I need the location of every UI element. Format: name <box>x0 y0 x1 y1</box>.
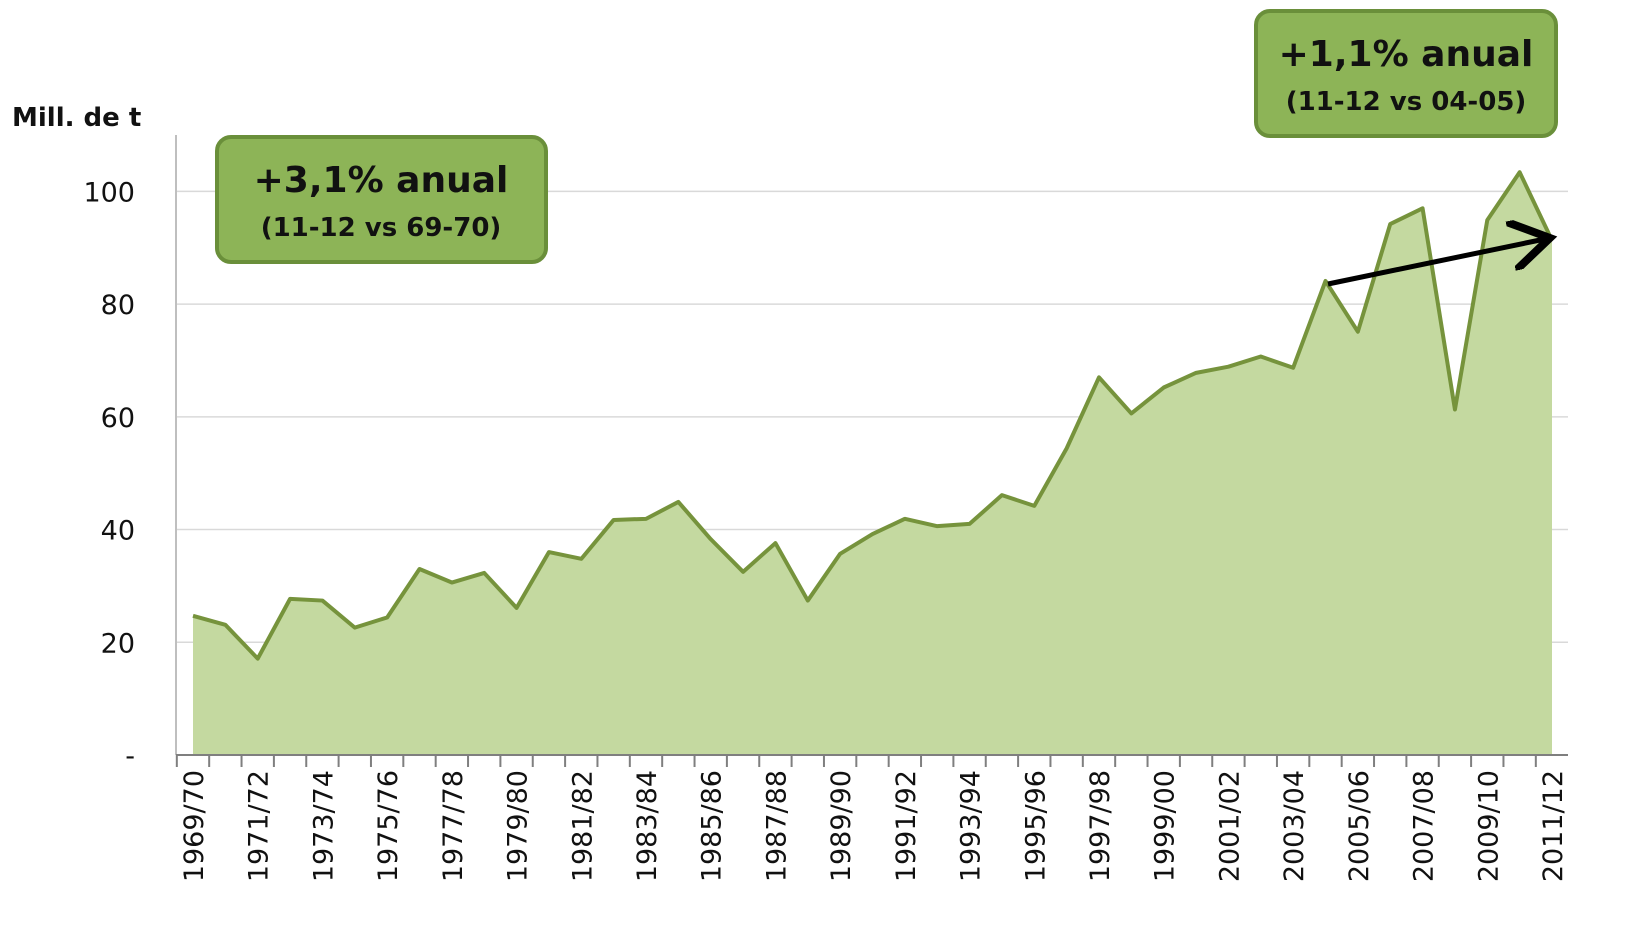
x-tick-label: 2005/06 <box>1344 770 1375 882</box>
y-tick-label: 80 <box>101 290 135 321</box>
x-tick-label: 1995/96 <box>1020 770 1051 882</box>
x-tick-label: 1993/94 <box>956 770 987 882</box>
annotation-box <box>1254 9 1558 138</box>
y-tick-label: 40 <box>101 516 135 547</box>
x-tick-label: 1981/82 <box>567 770 598 882</box>
annotation-text: +1,1% anual <box>1279 34 1534 75</box>
y-tick-label: 20 <box>101 628 135 659</box>
y-tick-label: - <box>125 741 135 772</box>
x-tick-label: 1999/00 <box>1150 770 1181 882</box>
x-tick-label: 2001/02 <box>1214 770 1245 882</box>
x-tick-label: 1979/80 <box>503 770 534 882</box>
x-tick-label: 1989/90 <box>826 770 857 882</box>
annotation-box <box>215 135 548 264</box>
x-tick-label: 1973/74 <box>308 770 339 882</box>
y-axis-label: Mill. de t <box>12 103 141 133</box>
annotation-text: +3,1% anual <box>254 160 509 201</box>
y-tick-label: 100 <box>83 177 135 208</box>
trend-arrow <box>1327 239 1545 287</box>
y-tick-label: 60 <box>101 403 135 434</box>
x-tick-label: 1969/70 <box>179 770 210 882</box>
x-tick-label: 1975/76 <box>373 770 404 882</box>
plot-area: - 20 40 60 80 100 1969/70 1971/72 1973/74 1975/76… <box>83 135 1569 882</box>
x-tick-label: 2003/04 <box>1279 770 1310 882</box>
x-tick-label: 2011/12 <box>1538 770 1569 882</box>
x-tick-label: 2007/08 <box>1409 770 1440 882</box>
x-tick-label: 2009/10 <box>1473 770 1504 882</box>
x-tick-label: 1971/72 <box>244 770 275 882</box>
annotation-subtext: (11-12 vs 04-05) <box>1286 87 1527 117</box>
x-tick-label: 1977/78 <box>438 770 469 882</box>
x-tick-label: 1987/88 <box>761 770 792 882</box>
x-tick-label: 1985/86 <box>697 770 728 882</box>
x-tick-label: 1997/98 <box>1085 770 1116 882</box>
area <box>193 172 1552 755</box>
x-tick-label: 1983/84 <box>632 770 663 882</box>
line <box>192 170 1554 661</box>
x-tick-label: 1991/92 <box>891 770 922 882</box>
annotation-subtext: (11-12 vs 69-70) <box>261 213 502 243</box>
